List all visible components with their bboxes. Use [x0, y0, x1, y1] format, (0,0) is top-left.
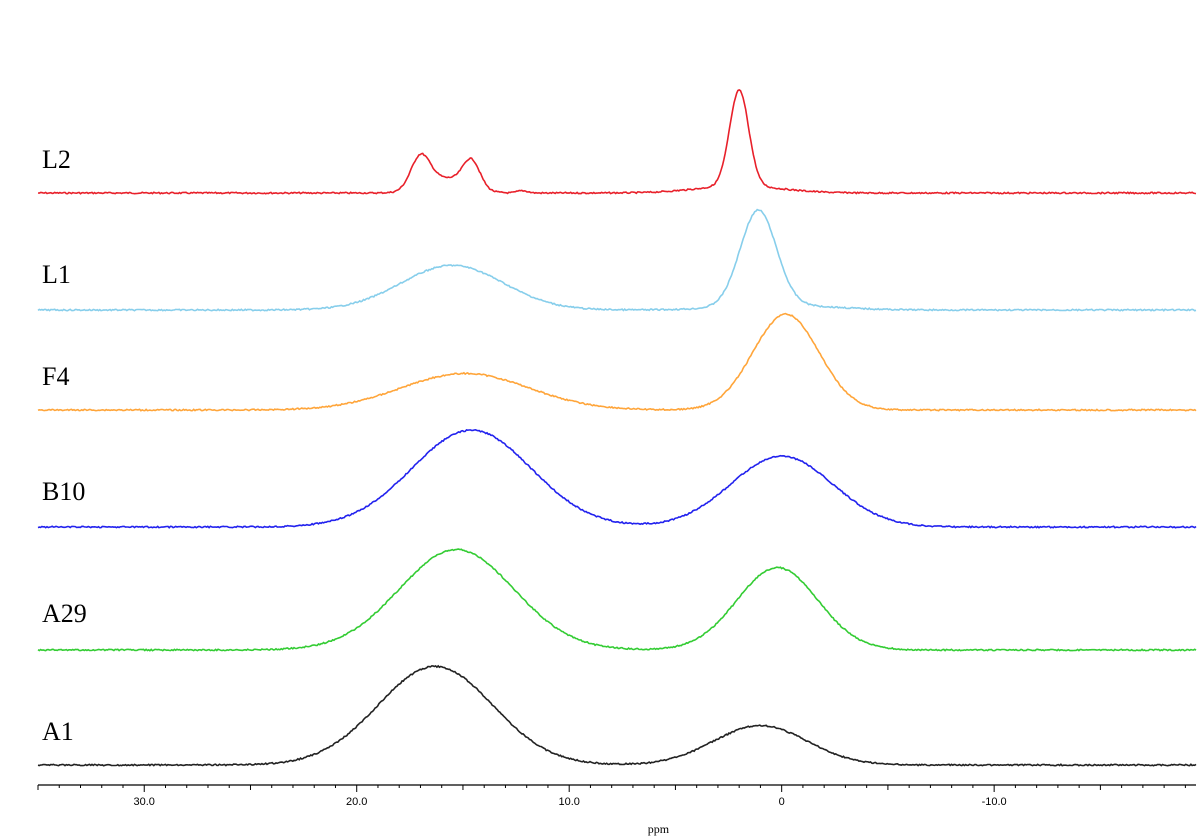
series-label-f4: F4: [42, 362, 69, 391]
spectrum-trace-a29: [37, 548, 1197, 652]
spectrum-trace-b10: [37, 428, 1197, 529]
x-axis-title: ppm: [648, 822, 670, 836]
x-axis: 30.0 20.0 10.0 0 -10.0 ppm: [37, 784, 1196, 836]
x-tick-label: 30.0: [134, 796, 155, 808]
spectrum-trace-a1: [37, 664, 1197, 767]
x-tick-label: 0: [779, 796, 785, 808]
spectrum-trace-l2: [37, 88, 1197, 195]
x-tick-label: 20.0: [346, 796, 367, 808]
x-tick-label: -10.0: [982, 796, 1007, 808]
series-label-a1: A1: [42, 717, 74, 746]
spectrum-trace-l1: [37, 208, 1197, 312]
spectra-labels: L2 L1 F4 B10 A29 A1: [42, 145, 87, 746]
series-label-a29: A29: [42, 599, 87, 628]
spectra-traces: [37, 88, 1197, 767]
x-axis-ticks: 30.0 20.0 10.0 0 -10.0: [37, 785, 1186, 808]
series-label-l2: L2: [42, 145, 71, 174]
series-label-l1: L1: [42, 260, 71, 289]
series-label-b10: B10: [42, 477, 85, 506]
spectrum-trace-f4: [37, 312, 1197, 412]
x-tick-label: 10.0: [558, 796, 579, 808]
